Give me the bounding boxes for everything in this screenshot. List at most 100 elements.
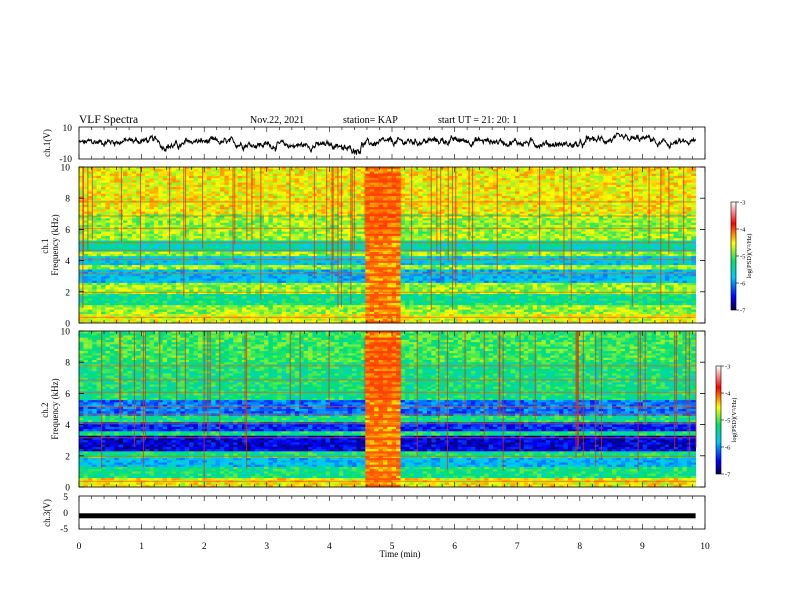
- spectrogram-cell: [510, 207, 516, 210]
- spectrogram-cell: [197, 167, 203, 170]
- spectrogram-cell: [497, 222, 503, 226]
- spectrogram-cell: [475, 204, 481, 208]
- spectrogram-cell: [603, 175, 608, 179]
- spectrogram-cell: [237, 202, 243, 206]
- spectrogram-cell: [189, 220, 194, 224]
- spectrogram-cell: [255, 238, 260, 241]
- spectrogram-cell: [246, 171, 252, 174]
- spectrogram-cell: [92, 180, 98, 183]
- spectrogram-cell: [286, 169, 291, 172]
- spectrogram-cell: [149, 209, 155, 212]
- spectrogram-cell: [528, 204, 534, 208]
- spectrogram-cell: [501, 222, 507, 226]
- spectrogram-cell: [233, 198, 238, 201]
- spectrogram-cell: [532, 224, 538, 228]
- spectrogram-cell: [686, 238, 692, 241]
- spectrogram-cell: [299, 173, 305, 177]
- spectrogram-cell: [532, 233, 538, 237]
- spectrogram-cell: [607, 191, 613, 195]
- spectrogram-cell: [127, 167, 133, 170]
- spectrogram-cell: [510, 169, 516, 172]
- spectrogram-cell: [303, 209, 309, 212]
- spectrogram-cell: [664, 171, 670, 174]
- spectrogram-cell: [545, 238, 551, 241]
- spectrogram-cell: [576, 222, 582, 226]
- spectrogram-cell: [259, 189, 265, 192]
- spectrogram-cell: [343, 173, 349, 177]
- spectrogram-cell: [197, 193, 203, 197]
- spectrogram-cell: [136, 191, 142, 195]
- spectrogram-cell: [488, 218, 494, 221]
- spectrogram-cell: [303, 204, 309, 208]
- spectrogram-cell: [457, 209, 463, 212]
- spectrogram-cell: [325, 182, 331, 186]
- spectrogram-cell: [272, 229, 278, 232]
- spectrogram-cell: [193, 224, 199, 228]
- spectrogram-cell: [109, 202, 115, 206]
- spectrogram-cell: [123, 202, 128, 206]
- spectrogram-cell: [510, 218, 516, 221]
- spectrogram-cell: [497, 238, 503, 241]
- spectrogram-cell: [545, 180, 551, 183]
- spectrogram-cell: [589, 187, 595, 190]
- spectrogram-cell: [83, 193, 89, 197]
- spectrogram-cell: [158, 198, 164, 201]
- spectrogram-cell: [180, 238, 186, 241]
- spectrogram-cell: [545, 189, 551, 192]
- ch1-waveform-panel: 10 -10 ch.1(V): [42, 124, 706, 165]
- spectrogram-cell: [470, 195, 476, 199]
- spectrogram-cell: [625, 171, 630, 174]
- spectrogram-cell: [470, 224, 476, 228]
- spectrogram-cell: [92, 189, 98, 192]
- spectrogram-cell: [299, 207, 305, 210]
- spectrogram-cell: [638, 182, 644, 186]
- spectrogram-cell: [83, 173, 89, 177]
- spectrogram-cell: [497, 187, 503, 190]
- spectrogram-cell: [127, 173, 133, 177]
- spectrogram-cell: [360, 175, 366, 179]
- spectrogram-cell: [625, 182, 630, 186]
- spectrogram-cell: [131, 218, 137, 221]
- spectrogram-cell: [404, 202, 410, 206]
- spectrogram-cell: [101, 169, 106, 172]
- spectrogram-cell: [153, 229, 159, 232]
- spectrogram-cell: [422, 169, 428, 172]
- spectrogram-cell: [620, 218, 626, 221]
- spectrogram-cell: [237, 169, 243, 172]
- spectrogram-cell: [603, 218, 608, 221]
- spectrogram-cell: [219, 218, 225, 221]
- spectrogram-cell: [651, 182, 657, 186]
- spectrogram-cell: [215, 222, 221, 226]
- spectrogram-cell: [114, 195, 120, 199]
- spectrogram-cell: [413, 204, 419, 208]
- spectrogram-cell: [396, 236, 401, 239]
- spectrogram-cell: [101, 173, 106, 177]
- spectrogram-cell: [404, 231, 410, 235]
- spectrogram-cell: [286, 187, 291, 190]
- spectrogram-cell: [215, 242, 221, 246]
- spectrogram-cell: [127, 245, 133, 248]
- spectrogram-cell: [96, 191, 102, 195]
- spectrogram-cell: [563, 184, 569, 188]
- spectrogram-cell: [506, 184, 512, 188]
- spectrogram-cell: [554, 195, 560, 199]
- spectrogram-cell: [162, 195, 168, 199]
- spectrogram-cell: [554, 193, 560, 197]
- spectrogram-cell: [250, 175, 256, 179]
- spectrogram-cell: [545, 191, 551, 195]
- spectrogram-cell: [620, 193, 626, 197]
- spectrogram-cell: [589, 202, 595, 206]
- spectrogram-cell: [171, 184, 177, 188]
- spectrogram-cell: [347, 187, 353, 190]
- spectrogram-cell: [607, 180, 613, 183]
- spectrogram-cell: [404, 233, 410, 237]
- spectrogram-cell: [515, 191, 520, 195]
- spectrogram-cell: [308, 193, 313, 197]
- spectrogram-cell: [457, 180, 463, 183]
- spectrogram-cell: [175, 180, 181, 183]
- spectrogram-cell: [158, 233, 164, 237]
- spectrogram-cell: [101, 238, 106, 241]
- spectrogram-cell: [501, 175, 507, 179]
- spectrogram-cell: [237, 171, 243, 174]
- spectrogram-cell: [528, 231, 534, 235]
